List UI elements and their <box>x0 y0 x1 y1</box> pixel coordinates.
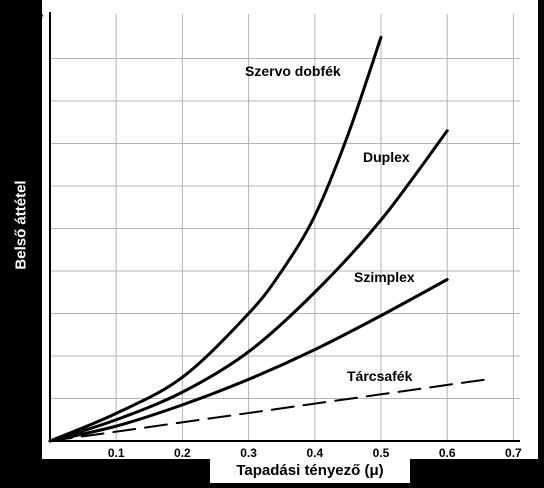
y-axis-label: Belső áttétel <box>12 180 30 270</box>
series-layer <box>48 35 488 443</box>
y-tick-label: 7 <box>35 137 42 151</box>
labels-layer: Szervo dobfék Duplex Szimplex Tárcsafék <box>245 63 415 384</box>
x-tick-label: 0.1 <box>108 446 125 460</box>
y-axis-label-box: Belső áttétel <box>0 150 42 300</box>
y-tick-label: 6 <box>35 179 42 193</box>
series-tarcsafek <box>49 378 488 442</box>
series-label: Tárcsafék <box>347 368 413 384</box>
series-duplex <box>48 129 449 443</box>
y-tick-label: 3 <box>35 307 42 321</box>
x-tick-label: 0.6 <box>439 446 456 460</box>
x-tick-label: 0.4 <box>306 446 323 460</box>
grid-layer <box>50 14 520 441</box>
series-label: Duplex <box>363 149 410 165</box>
y-tick-label: 9 <box>35 52 42 66</box>
series-szimplex <box>48 278 449 443</box>
x-axis-label: Tapadási tényező (μ) <box>210 459 410 483</box>
series-label: Szervo dobfék <box>245 63 341 79</box>
x-tick-label: 0.2 <box>174 446 191 460</box>
x-tick-label: 0.5 <box>373 446 390 460</box>
series-szervo-dobfek <box>48 35 383 443</box>
y-tick-label: 2 <box>35 349 42 363</box>
plot-panel <box>42 0 538 459</box>
ticks-layer: 0.1 0.2 0.3 0.4 0.5 0.6 0.7 1 2 3 4 5 6 7 8 9 C* <box>30 11 522 460</box>
axes-layer <box>49 12 520 442</box>
y-tick-label: 5 <box>35 222 42 236</box>
y-tick-label: 1 <box>35 392 42 406</box>
y-axis-symbol: C* <box>30 11 44 25</box>
y-tick-label: 4 <box>35 264 42 278</box>
x-tick-label: 0.3 <box>240 446 257 460</box>
y-tick-label: 8 <box>35 94 42 108</box>
series-label: Szimplex <box>354 269 415 285</box>
x-tick-label: 0.7 <box>505 446 522 460</box>
